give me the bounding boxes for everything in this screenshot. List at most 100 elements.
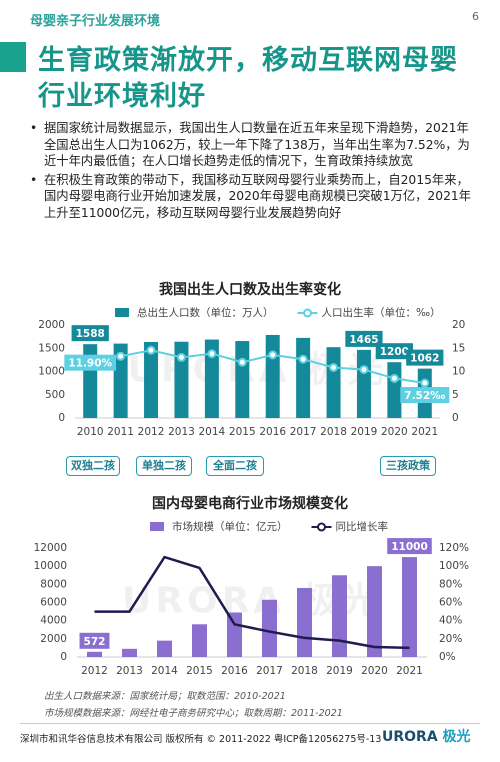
x-tick-label: 2019 [326,665,353,677]
y-tick-label: 2000 [38,319,65,331]
bar [235,341,250,418]
y-tick-label: 6000 [40,597,67,609]
legend-label: 总出生人口数（单位：万人） [137,306,274,319]
data-label: 1588 [76,328,105,340]
x-tick-label: 2015 [186,665,213,677]
y2-tick-label: 120% [439,542,469,554]
x-tick-label: 2016 [221,665,248,677]
policy-tag: 三孩政策 [380,456,436,476]
x-tick-label: 2010 [77,426,104,438]
bullet: 据国家统计局数据显示，我国出生人口数量在近五年来呈现下滑趋势，2021年全国总出… [30,120,478,170]
logo-cn: 极光 [442,729,471,745]
bar [113,343,128,418]
bar [227,612,242,657]
y-tick-label: 4000 [40,615,67,627]
line [90,349,425,385]
bar [157,640,172,657]
bar [265,334,280,418]
y2-tick-label: 10 [452,366,465,378]
y2-tick-label: 20 [452,319,465,331]
policy-tag: 双独二孩 [66,456,120,476]
y2-tick-label: 5 [452,389,459,401]
line-marker [207,349,217,359]
x-tick-label: 2020 [381,426,408,438]
data-label: 572 [84,636,106,648]
legend-swatch [150,522,164,531]
bar [367,566,382,657]
line-marker [176,352,186,362]
chart-title: 国内母婴电商行业市场规模变化 [152,495,348,512]
x-tick-label: 2015 [229,426,256,438]
legend-label: 同比增长率 [336,520,389,533]
y2-tick-label: 0 [452,412,459,424]
data-label-box [64,354,117,371]
bar [87,651,102,657]
data-label: 11.90% [68,358,112,370]
bar [402,557,417,657]
title-line: 生育政策渐放开，移动互联网母婴 [38,45,458,76]
x-tick-label: 2017 [256,665,283,677]
line-marker [359,365,369,375]
bar [356,349,371,418]
section-label: 母婴亲子行业发展环境 [30,14,161,29]
bar [332,575,347,657]
data-label-box [345,330,383,347]
page-number: 6 [472,10,479,23]
x-tick-label: 2011 [107,426,134,438]
bar [144,341,159,418]
data-label-box [71,325,109,342]
line [94,555,410,650]
y-tick-label: 2000 [40,633,67,645]
chart: 我国出生人口数及出生率变化 URORA 极光 总出生人口数（单位：万人） 人口出生率（… [38,281,465,438]
line-marker [389,373,399,383]
x-tick-label: 2012 [138,426,165,438]
x-tick-label: 2013 [116,665,143,677]
y2-tick-label: 0% [439,651,456,663]
y-tick-label: 1500 [38,342,65,354]
bar [204,339,219,418]
bar [387,362,402,418]
y2-tick-label: 60% [439,597,462,609]
line-marker [268,350,278,360]
y-tick-label: 8000 [40,578,67,590]
line-marker [298,354,308,364]
policy-tag: 单独二孩 [136,456,192,476]
bar [262,599,277,657]
y-tick-label: 0 [60,651,67,663]
x-tick-label: 2018 [320,426,347,438]
y-tick-label: 0 [58,412,65,424]
source-note: 市场规模数据来源：网经社电子商务研究中心；取数周期：2011-2021 [44,708,343,719]
data-label: 1200 [380,346,409,358]
footer-rule [20,723,480,724]
x-tick-label: 2014 [199,426,226,438]
y-tick-label: 10000 [34,560,67,572]
x-tick-label: 2019 [351,426,378,438]
title-line: 行业环境利好 [38,81,206,112]
bar [174,341,189,418]
x-tick-label: 2017 [290,426,317,438]
x-tick-label: 2012 [81,665,108,677]
data-label: 1465 [349,334,378,346]
line-marker [329,363,339,373]
bar [192,624,207,657]
bullet-list: 据国家统计局数据显示，我国出生人口数量在近五年来呈现下滑趋势，2021年全国总出… [30,120,478,223]
line-marker [237,357,247,367]
x-tick-label: 2020 [361,665,388,677]
bar [326,347,341,418]
x-tick-label: 2021 [411,426,438,438]
legend-swatch [317,522,326,532]
watermark: URORA 极光 [128,350,388,391]
legend-label: 人口出生率（单位：‰） [322,306,441,319]
legend-swatch [115,308,129,317]
x-tick-label: 2013 [168,426,195,438]
bar [297,587,312,657]
logo-text: URORA [382,729,438,745]
policy-tag: 全面二孩 [206,456,264,476]
legend-label: 市场规模（单位：亿元） [172,520,288,533]
y2-tick-label: 100% [439,560,469,572]
legend-swatch [303,308,312,318]
source-note: 出生人口数据来源：国家统计局；取数范围：2010-2021 [44,691,286,702]
data-label: 7.52‰ [404,390,445,402]
data-label-box [79,632,110,649]
